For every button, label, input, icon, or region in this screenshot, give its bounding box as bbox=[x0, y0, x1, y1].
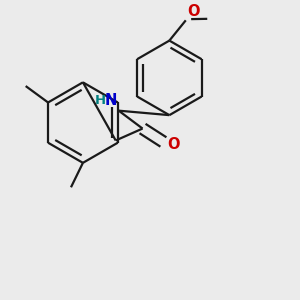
Text: O: O bbox=[167, 137, 179, 152]
Text: H: H bbox=[95, 94, 106, 107]
Text: N: N bbox=[105, 93, 117, 108]
Text: O: O bbox=[187, 4, 200, 19]
